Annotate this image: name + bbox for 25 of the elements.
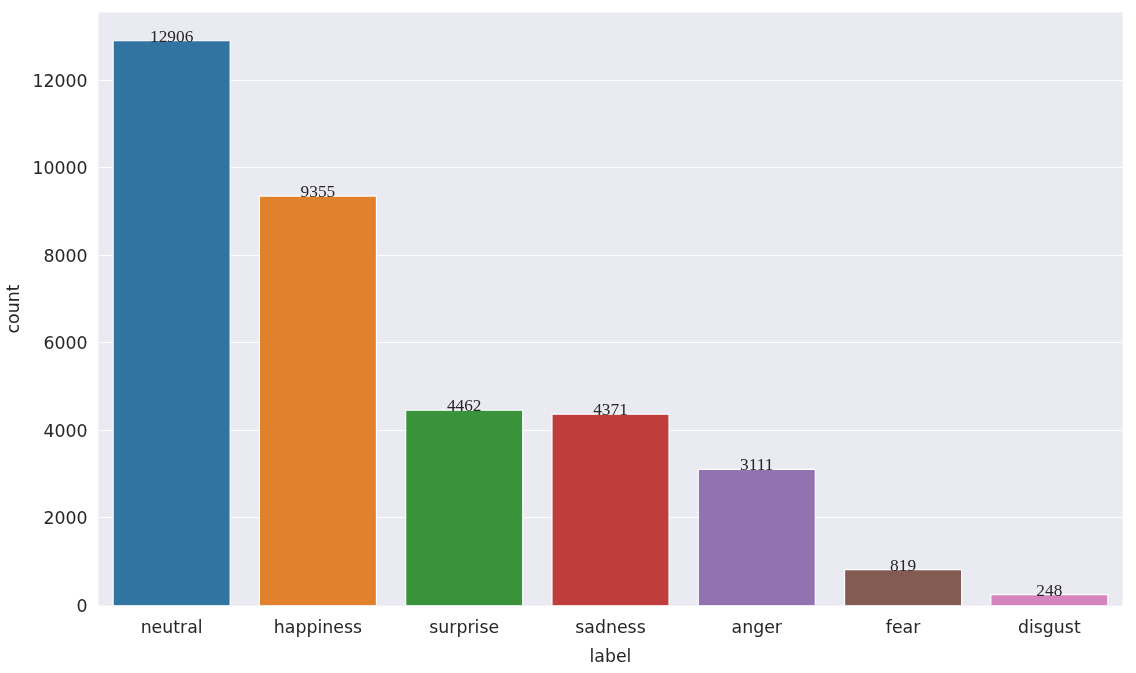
x-axis-title: label — [589, 645, 632, 666]
x-tick-label: anger — [731, 616, 783, 637]
x-tick-label: fear — [885, 616, 922, 637]
y-tick-label: 0 — [76, 596, 88, 616]
x-tick-label: disgust — [1018, 616, 1081, 637]
data-label: 4371 — [593, 400, 628, 420]
y-tick-label: 12000 — [32, 70, 88, 91]
data-label: 819 — [890, 555, 917, 575]
x-tick-label: happiness — [273, 616, 362, 637]
bar — [990, 594, 1109, 606]
y-tick-label: 4000 — [43, 420, 88, 441]
y-tick-label: 6000 — [43, 333, 88, 354]
data-label: 3111 — [740, 455, 774, 475]
data-label: 248 — [1036, 580, 1063, 600]
y-tick-label: 2000 — [43, 508, 88, 529]
x-tick-label: surprise — [429, 616, 500, 637]
data-label: 9355 — [300, 182, 336, 202]
x-tick-label: sadness — [575, 616, 646, 637]
y-tick-label: 8000 — [43, 245, 88, 266]
y-tick-label: 10000 — [32, 158, 88, 179]
x-tick-label: neutral — [140, 616, 203, 637]
data-label: 12906 — [149, 26, 194, 46]
data-label: 4462 — [446, 396, 482, 416]
y-axis-title: count — [3, 284, 24, 334]
bar — [843, 569, 963, 606]
